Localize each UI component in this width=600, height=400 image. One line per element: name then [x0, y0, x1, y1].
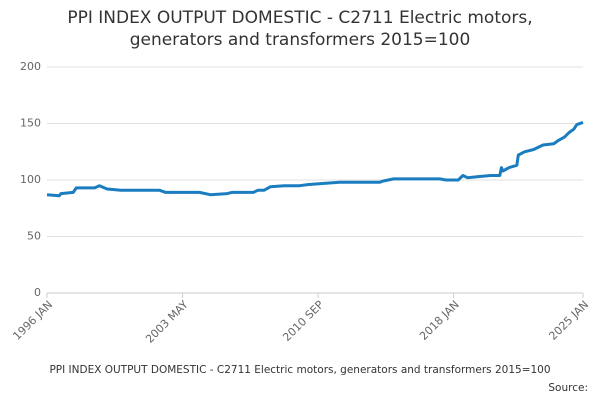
y-tick-label: 100: [20, 173, 41, 186]
chart-title: PPI INDEX OUTPUT DOMESTIC - C2711 Electr…: [67, 8, 532, 28]
chart-title: generators and transformers 2015=100: [130, 30, 471, 50]
x-tick-label: 2025 JAN: [546, 298, 591, 343]
y-tick-label: 50: [27, 230, 41, 243]
x-tick-label: 2010 SEP: [280, 298, 326, 344]
y-tick-label: 200: [20, 60, 41, 73]
x-tick-label: 2018 JAN: [417, 298, 462, 343]
x-tick-label: 2003 MAY: [143, 298, 191, 346]
y-tick-label: 150: [20, 117, 41, 130]
y-tick-label: 0: [34, 286, 41, 299]
data-line: [46, 120, 584, 198]
x-tick-label: 1996 JAN: [10, 298, 55, 343]
caption: PPI INDEX OUTPUT DOMESTIC - C2711 Electr…: [49, 364, 550, 376]
source-label: Source:: [548, 382, 588, 394]
